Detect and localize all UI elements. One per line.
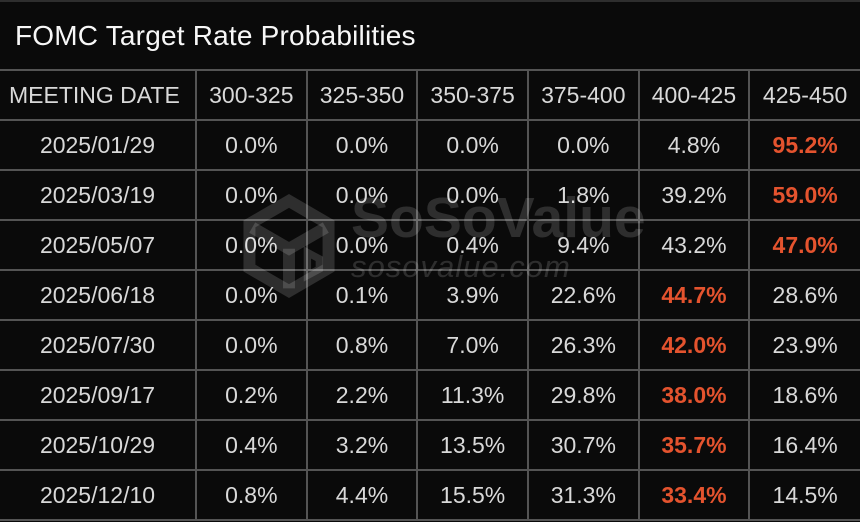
probability-cell: 4.4% — [305, 469, 419, 521]
meeting-date-cell: 2025/01/29 — [0, 119, 197, 171]
page-title: FOMC Target Rate Probabilities — [15, 19, 416, 51]
probability-cell: 9.4% — [526, 219, 640, 271]
meeting-date-cell: 2025/05/07 — [0, 219, 197, 271]
probability-cell: 0.0% — [305, 169, 419, 221]
probability-cell: 3.2% — [305, 419, 419, 471]
probability-cell: 7.0% — [416, 319, 529, 371]
probability-cell: 0.0% — [195, 269, 308, 321]
probability-cell: 59.0% — [748, 169, 860, 221]
probability-cell: 0.0% — [416, 119, 529, 171]
table-row: 2025/01/29 0.0% 0.0% 0.0% 0.0% 4.8% 95.2% — [0, 119, 860, 171]
probability-cell: 3.9% — [416, 269, 529, 321]
column-header-rate-range: 350-375 — [416, 69, 529, 121]
column-header-meeting-date: MEETING DATE — [0, 69, 197, 121]
probability-cell: 0.1% — [305, 269, 419, 321]
probability-cell: 28.6% — [748, 269, 860, 321]
probability-cell: 0.0% — [195, 169, 308, 221]
probability-cell: 95.2% — [748, 119, 860, 171]
probability-cell: 30.7% — [526, 419, 640, 471]
table-row: 2025/09/17 0.2% 2.2% 11.3% 29.8% 38.0% 18.6% — [0, 369, 860, 421]
probability-cell: 47.0% — [748, 219, 860, 271]
meeting-date-cell: 2025/06/18 — [0, 269, 197, 321]
probability-cell: 0.0% — [526, 119, 640, 171]
probability-cell: 23.9% — [748, 319, 860, 371]
probability-cell: 0.0% — [195, 319, 308, 371]
probability-cell: 33.4% — [637, 469, 751, 521]
probability-cell: 13.5% — [416, 419, 529, 471]
probability-cell: 38.0% — [637, 369, 751, 421]
table-row: 2025/07/30 0.0% 0.8% 7.0% 26.3% 42.0% 23.9% — [0, 319, 860, 371]
table-row: 2025/12/10 0.8% 4.4% 15.5% 31.3% 33.4% 14.5% — [0, 469, 860, 521]
probability-cell: 0.0% — [305, 219, 419, 271]
probability-cell: 14.5% — [748, 469, 860, 521]
probability-cell: 0.4% — [195, 419, 308, 471]
column-header-rate-range: 425-450 — [748, 69, 860, 121]
probability-cell: 11.3% — [416, 369, 529, 421]
meeting-date-cell: 2025/03/19 — [0, 169, 197, 221]
probability-cell: 18.6% — [748, 369, 860, 421]
probability-cell: 43.2% — [637, 219, 751, 271]
meeting-date-cell: 2025/09/17 — [0, 369, 197, 421]
probability-cell: 1.8% — [526, 169, 640, 221]
probability-cell: 26.3% — [526, 319, 640, 371]
title-bar: FOMC Target Rate Probabilities — [0, 2, 860, 69]
probability-cell: 0.0% — [416, 169, 529, 221]
probability-cell: 44.7% — [637, 269, 751, 321]
probability-cell: 31.3% — [526, 469, 640, 521]
probability-cell: 0.0% — [305, 119, 419, 171]
probability-cell: 0.8% — [195, 469, 308, 521]
probability-cell: 22.6% — [526, 269, 640, 321]
probability-cell: 39.2% — [637, 169, 751, 221]
meeting-date-cell: 2025/10/29 — [0, 419, 197, 471]
table-row: 2025/05/07 0.0% 0.0% 0.4% 9.4% 43.2% 47.0% — [0, 219, 860, 271]
probability-cell: 0.0% — [195, 119, 308, 171]
meeting-date-cell: 2025/07/30 — [0, 319, 197, 371]
probability-cell: 0.4% — [416, 219, 529, 271]
probabilities-table: MEETING DATE 300-325 325-350 350-375 375-400… — [0, 69, 860, 521]
column-header-rate-range: 325-350 — [305, 69, 419, 121]
meeting-date-cell: 2025/12/10 — [0, 469, 197, 521]
table-row: 2025/03/19 0.0% 0.0% 0.0% 1.8% 39.2% 59.0% — [0, 169, 860, 221]
probability-cell: 0.0% — [195, 219, 308, 271]
probability-cell: 29.8% — [526, 369, 640, 421]
probability-cell: 0.2% — [195, 369, 308, 421]
table-row: 2025/06/18 0.0% 0.1% 3.9% 22.6% 44.7% 28.6% — [0, 269, 860, 321]
table-row: 2025/10/29 0.4% 3.2% 13.5% 30.7% 35.7% 16.4% — [0, 419, 860, 471]
column-header-rate-range: 300-325 — [195, 69, 308, 121]
column-header-rate-range: 375-400 — [526, 69, 640, 121]
probability-cell: 0.8% — [305, 319, 419, 371]
table-header-row: MEETING DATE 300-325 325-350 350-375 375-400… — [0, 69, 860, 121]
probability-cell: 16.4% — [748, 419, 860, 471]
column-header-rate-range: 400-425 — [637, 69, 751, 121]
probability-cell: 15.5% — [416, 469, 529, 521]
probability-cell: 42.0% — [637, 319, 751, 371]
probability-cell: 35.7% — [637, 419, 751, 471]
probability-cell: 4.8% — [637, 119, 751, 171]
probability-cell: 2.2% — [305, 369, 419, 421]
